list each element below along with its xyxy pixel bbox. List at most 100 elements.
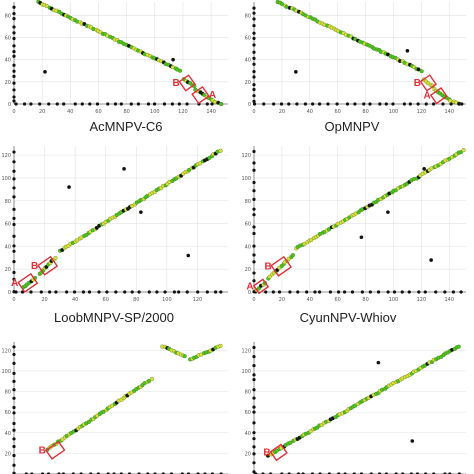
y-tick-label: 60 [245, 35, 251, 41]
data-point [416, 67, 421, 72]
data-point [12, 437, 16, 441]
data-point [12, 69, 16, 73]
panel-title: AcMNPV-C6 [90, 119, 163, 134]
data-point [139, 210, 143, 214]
data-point [146, 102, 151, 106]
data-point [48, 290, 52, 294]
x-tick-label: 40 [307, 297, 313, 303]
data-point [252, 56, 256, 60]
data-point [12, 222, 16, 227]
panel-title: LoobMNPV-SP/2000 [54, 310, 174, 325]
x-tick-label: 0 [252, 109, 255, 115]
data-point [410, 439, 415, 443]
data-point [362, 102, 366, 106]
data-point [252, 213, 256, 217]
y-tick-label: 20 [245, 80, 251, 86]
data-point [73, 102, 77, 106]
data-point [14, 102, 18, 106]
data-point [441, 102, 445, 106]
data-point [252, 31, 256, 35]
data-point [423, 290, 427, 294]
data-point [252, 260, 256, 264]
data-point [252, 421, 256, 425]
data-point [186, 253, 191, 258]
data-point [252, 43, 256, 47]
panel-title: OpMNPV [325, 119, 380, 134]
data-point [12, 471, 16, 474]
data-point [252, 470, 256, 474]
y-tick-label: 0 [248, 102, 251, 108]
data-point [288, 440, 293, 445]
data-point [72, 290, 77, 294]
data-point [336, 290, 341, 294]
y-tick-label: 0 [248, 290, 251, 296]
data-point [376, 360, 381, 365]
y-tick-label: 0 [8, 102, 11, 108]
data-point [65, 290, 69, 294]
data-point [252, 50, 256, 54]
region-label: A [424, 91, 431, 102]
y-tick-label: 80 [5, 199, 11, 205]
panel-bottom-left: 20 40 60 80 100 120 B [1, 342, 228, 474]
data-point [252, 373, 256, 377]
data-point [434, 290, 438, 294]
data-point [384, 102, 388, 106]
data-point [12, 361, 16, 365]
data-point [456, 344, 461, 349]
panel-cyunnpv-whiov: CyunNPV-Whiov 0 20 40 60 80 100 120 0 20 40 60 80 10… [241, 146, 466, 325]
data-point [55, 102, 59, 106]
data-point [12, 411, 16, 415]
data-point [353, 403, 358, 408]
region-box [429, 87, 448, 105]
data-point [252, 149, 256, 154]
y-tick-label: 120 [241, 153, 251, 159]
data-point [360, 290, 364, 294]
data-point [419, 69, 424, 74]
data-point [12, 99, 16, 103]
data-point [252, 99, 256, 104]
data-point [252, 180, 256, 185]
data-point [326, 102, 330, 106]
y-tick-label: 80 [5, 13, 11, 19]
data-point [105, 290, 109, 294]
data-point [12, 463, 16, 467]
data-point [12, 160, 16, 164]
data-point [119, 102, 123, 106]
data-point [252, 36, 256, 41]
y-tick-label: 40 [245, 58, 251, 64]
x-tick-label: 140 [444, 297, 454, 303]
y-tick-label: 20 [5, 267, 11, 273]
y-tick-label: 100 [1, 369, 11, 375]
data-point [342, 290, 347, 294]
data-point [252, 364, 256, 368]
y-tick-label: 80 [245, 390, 251, 396]
x-tick-label: 80 [362, 297, 368, 303]
data-point [252, 410, 256, 414]
data-point [29, 102, 33, 106]
data-point [252, 168, 256, 172]
data-point [295, 102, 299, 106]
data-point [252, 24, 256, 28]
data-point [155, 290, 159, 294]
data-point [448, 98, 453, 103]
data-point [113, 102, 118, 106]
x-tick-label: 0 [12, 109, 15, 115]
data-point [12, 195, 16, 199]
data-point [451, 290, 455, 294]
data-point [129, 102, 133, 106]
x-tick-label: 60 [103, 297, 109, 303]
data-point [12, 63, 16, 67]
y-tick-label: 20 [5, 80, 11, 86]
data-point [218, 102, 224, 107]
data-point [318, 290, 322, 294]
data-point [252, 396, 256, 400]
y-tick-label: 60 [245, 222, 251, 228]
region-box [37, 255, 59, 276]
y-tick-label: 20 [245, 451, 251, 457]
data-point [252, 94, 256, 98]
panel-title: CyunNPV-Whiov [300, 310, 397, 325]
y-tick-label: 60 [245, 410, 251, 416]
data-point [311, 102, 315, 106]
x-tick-label: 120 [417, 109, 427, 115]
data-point [12, 388, 16, 392]
